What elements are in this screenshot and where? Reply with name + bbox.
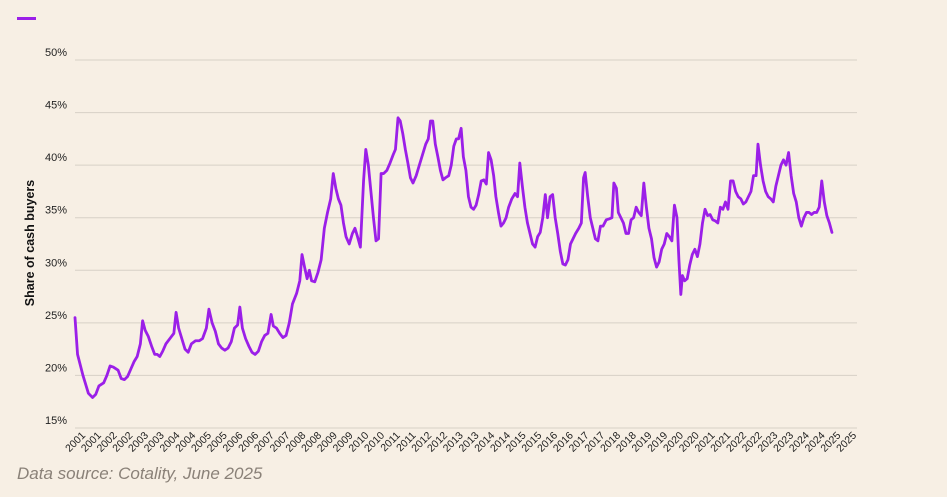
- y-tick-label: 25%: [45, 310, 67, 322]
- y-axis-ticks: 15% 20% 25% 30% 35% 40% 45% 50%: [45, 47, 67, 427]
- y-tick-label: 50%: [45, 47, 67, 59]
- y-tick-label: 40%: [45, 152, 67, 164]
- y-tick-label: 20%: [45, 362, 67, 374]
- y-tick-label: 15%: [45, 415, 67, 427]
- series-line-cash-buyers: [73, 116, 834, 399]
- y-tick-label: 30%: [45, 257, 67, 269]
- y-axis-label: Share of cash buyers: [23, 180, 37, 306]
- y-tick-label: 45%: [45, 100, 67, 112]
- x-axis-ticks: 2001200120022002200320032004200420052005…: [63, 430, 859, 455]
- y-tick-label: 35%: [45, 205, 67, 217]
- data-source-note: Data source: Cotality, June 2025: [17, 464, 263, 483]
- gridlines: [75, 59, 857, 429]
- legend-series-swatch: [17, 17, 36, 20]
